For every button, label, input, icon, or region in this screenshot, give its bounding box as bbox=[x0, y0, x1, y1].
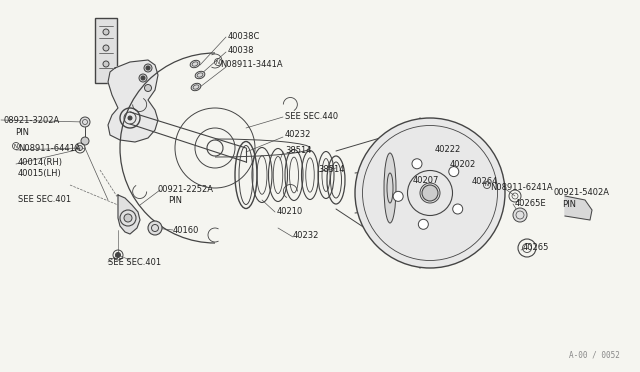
Text: PIN: PIN bbox=[168, 196, 182, 205]
Text: 40265E: 40265E bbox=[515, 199, 547, 208]
Circle shape bbox=[81, 137, 89, 145]
Ellipse shape bbox=[191, 83, 201, 91]
Circle shape bbox=[124, 214, 132, 222]
Text: N: N bbox=[216, 60, 220, 64]
Circle shape bbox=[148, 221, 162, 235]
Polygon shape bbox=[118, 195, 140, 234]
Circle shape bbox=[115, 253, 120, 257]
Circle shape bbox=[77, 145, 83, 151]
Text: N: N bbox=[14, 144, 18, 148]
Text: PIN: PIN bbox=[15, 128, 29, 137]
Circle shape bbox=[80, 117, 90, 127]
Circle shape bbox=[393, 191, 403, 201]
Text: 38514: 38514 bbox=[318, 165, 344, 174]
Polygon shape bbox=[565, 196, 592, 220]
Ellipse shape bbox=[355, 118, 505, 268]
Text: 40038: 40038 bbox=[228, 46, 255, 55]
Text: 40160: 40160 bbox=[173, 226, 200, 235]
Circle shape bbox=[452, 204, 463, 214]
Text: 40264: 40264 bbox=[472, 177, 499, 186]
Text: 40232: 40232 bbox=[285, 130, 312, 139]
Circle shape bbox=[103, 45, 109, 51]
Circle shape bbox=[139, 74, 147, 82]
Circle shape bbox=[145, 84, 152, 92]
Polygon shape bbox=[108, 60, 158, 142]
Text: 40015(LH): 40015(LH) bbox=[18, 169, 61, 178]
Text: SEE SEC.440: SEE SEC.440 bbox=[285, 112, 338, 121]
Circle shape bbox=[103, 29, 109, 35]
Circle shape bbox=[449, 167, 459, 177]
Text: 00921-2252A: 00921-2252A bbox=[158, 185, 214, 194]
Text: 40210: 40210 bbox=[277, 207, 303, 216]
Text: 08921-3202A: 08921-3202A bbox=[3, 116, 60, 125]
Text: 40222: 40222 bbox=[435, 145, 461, 154]
Ellipse shape bbox=[195, 71, 205, 79]
Text: 40265: 40265 bbox=[523, 243, 549, 252]
Circle shape bbox=[412, 159, 422, 169]
Text: SEE SEC.401: SEE SEC.401 bbox=[108, 258, 161, 267]
Circle shape bbox=[513, 208, 527, 222]
Circle shape bbox=[103, 61, 109, 67]
Circle shape bbox=[146, 66, 150, 70]
Circle shape bbox=[422, 185, 438, 201]
Text: N08911-6241A: N08911-6241A bbox=[490, 183, 552, 192]
Text: SEE SEC.401: SEE SEC.401 bbox=[18, 195, 71, 204]
Text: 40232: 40232 bbox=[293, 231, 319, 240]
Circle shape bbox=[128, 116, 132, 120]
Text: N08911-3441A: N08911-3441A bbox=[220, 60, 283, 69]
Circle shape bbox=[144, 64, 152, 72]
Text: 40038C: 40038C bbox=[228, 32, 260, 41]
Ellipse shape bbox=[380, 138, 400, 238]
Text: 40202: 40202 bbox=[450, 160, 476, 169]
Text: 40207: 40207 bbox=[413, 176, 440, 185]
Text: 38514: 38514 bbox=[285, 146, 312, 155]
Circle shape bbox=[419, 219, 428, 229]
Text: N08911-6441A: N08911-6441A bbox=[18, 144, 81, 153]
Text: 00921-5402A: 00921-5402A bbox=[554, 188, 610, 197]
Text: A-00 / 0052: A-00 / 0052 bbox=[569, 351, 620, 360]
Bar bbox=[95, 18, 117, 83]
Text: N: N bbox=[485, 183, 489, 187]
Ellipse shape bbox=[416, 118, 424, 268]
Ellipse shape bbox=[384, 153, 396, 223]
Circle shape bbox=[141, 76, 145, 80]
Text: 40014(RH): 40014(RH) bbox=[18, 158, 63, 167]
Ellipse shape bbox=[190, 60, 200, 68]
Text: PIN: PIN bbox=[562, 200, 576, 209]
